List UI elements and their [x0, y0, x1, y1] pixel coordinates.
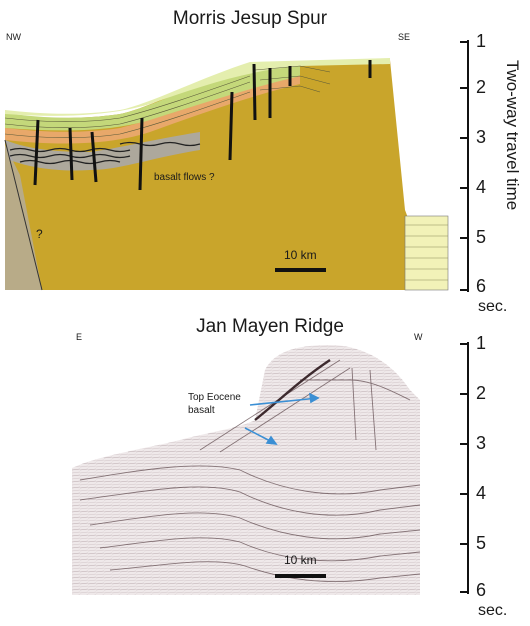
top-eocene-annotation-line2: basalt	[188, 405, 215, 416]
bottom-tick-2: 2	[476, 383, 487, 403]
top-unit-label: sec.	[478, 298, 508, 315]
top-tick-1: 1	[476, 31, 487, 51]
top-tick-6: 6	[476, 276, 487, 296]
light-green-layer	[5, 58, 390, 116]
right-basin	[404, 215, 449, 291]
bottom-tick-1: 1	[476, 333, 487, 353]
axis-title: Two-way travel time	[503, 60, 522, 211]
unknown-annotation: ?	[36, 227, 43, 241]
basalt-reflector	[254, 359, 331, 421]
bottom-left-direction-label: E	[76, 332, 83, 342]
bottom-tick-6: 6	[476, 580, 487, 600]
annotation-arrow-upper	[249, 397, 319, 406]
top-panel-title: Morris Jesup Spur	[172, 8, 328, 29]
bottom-panel-title: Jan Mayen Ridge	[196, 316, 344, 337]
top-tick-2: 2	[476, 77, 487, 97]
bottom-tick-5: 5	[476, 533, 487, 553]
top-right-direction-label: SE	[398, 32, 411, 42]
top-eocene-annotation-line1: Top Eocene	[188, 392, 241, 403]
gray-layer	[5, 132, 200, 171]
top-tick-3: 3	[476, 127, 487, 147]
top-left-direction-label: NW	[6, 32, 21, 42]
bottom-right-direction-label: W	[414, 332, 423, 342]
basalt-flows-annotation: basalt flows ?	[154, 172, 215, 183]
bottom-unit-label: sec.	[478, 602, 508, 619]
top-tick-5: 5	[476, 227, 487, 247]
bottom-tick-4: 4	[476, 483, 487, 503]
top-scale-label: 10 km	[284, 248, 317, 262]
seismic-body	[72, 345, 420, 595]
bottom-scale-label: 10 km	[284, 553, 317, 567]
top-tick-4: 4	[476, 177, 487, 197]
bottom-tick-3: 3	[476, 433, 487, 453]
